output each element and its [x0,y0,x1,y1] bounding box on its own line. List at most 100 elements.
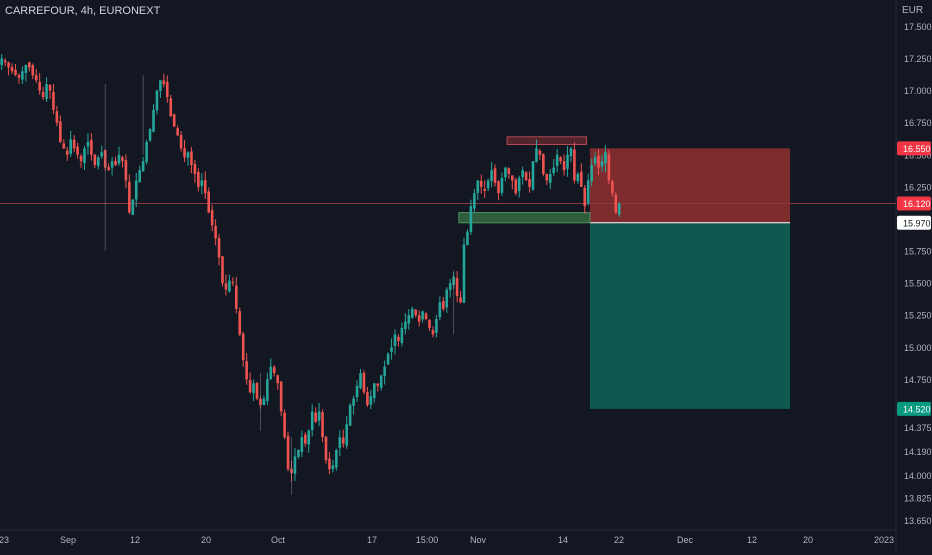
candle-body [235,285,238,309]
candle-body [473,193,476,209]
candle-body [562,161,566,171]
candle-body [335,449,338,468]
price-badge-text-current: 16.120 [903,199,931,209]
candle-body [407,315,411,324]
candle-body [262,398,266,406]
candle-body [21,71,24,80]
candles-group [0,54,621,495]
candle-body [3,60,7,63]
y-tick-label: 15.250 [904,311,932,321]
x-tick-label: 15:00 [416,535,439,545]
candle-body [421,311,424,320]
candle-body [324,436,328,461]
title-sep-2: , [93,5,100,17]
candle-body [17,75,21,78]
x-tick-label: Oct [271,535,286,545]
candle-body [241,333,245,361]
candle-body [517,177,521,191]
candle-body [252,383,255,394]
x-tick-label: 14 [558,535,568,545]
candle-body [0,58,3,65]
candle-body [410,308,414,318]
candle-body [255,382,259,399]
candle-body [490,170,493,182]
candle-body [390,347,393,352]
candle-body [400,328,404,344]
stop-loss-zone [589,148,791,223]
candle-body [110,161,114,168]
candle-body [445,289,449,308]
candle-body [555,154,559,166]
candle-body [379,375,383,388]
candle-body [169,98,173,117]
candle-body [134,180,138,200]
candle-body [138,170,141,183]
candle-body [166,81,169,98]
candle-body [476,180,480,194]
candle-body [393,334,397,347]
y-tick-label: 15.500 [904,279,932,289]
y-tick-label: 14.000 [904,471,932,481]
price-badge-text-entry: 15.970 [903,218,931,228]
currency-label: EUR [902,5,924,16]
candle-body [386,353,390,365]
candle-body [172,114,176,127]
candle-body [548,174,552,183]
candle-body [297,449,300,457]
candle-body [469,206,473,233]
support-range-box [458,212,591,224]
candle-body [114,160,117,166]
candle-body [362,373,366,393]
candle-body [338,437,342,448]
candle-body [59,121,62,142]
candle-body [245,361,248,380]
candle-body [369,396,373,405]
candle-body [48,84,52,91]
candle-body [38,82,41,91]
candle-body [414,309,417,316]
interval-label: 4h [80,5,94,17]
candle-body [590,165,593,182]
candle-body [228,280,231,292]
candle-body [117,154,121,164]
y-tick-label: 17.250 [904,54,932,64]
candle-body [493,168,497,184]
price-badge-text-target: 14.520 [903,404,931,414]
candle-body [279,381,283,412]
candle-body [238,311,242,335]
take-profit-zone [589,222,791,409]
x-tick-label: 12 [130,535,140,545]
candle-body [155,90,159,111]
candle-body [524,172,528,181]
candle-body [100,152,104,157]
candle-body [366,392,369,406]
candle-body [221,256,224,284]
x-tick-label: Sep [60,535,76,545]
candle-body [162,80,166,85]
price-badge-stop [897,141,931,156]
candle-body [231,282,235,284]
candle-body [72,139,76,149]
candle-body [580,171,583,187]
candle-body [569,148,573,157]
candle-body [224,283,228,290]
y-tick-label: 14.190 [904,447,932,457]
candle-body [128,181,131,213]
candle-body [55,111,59,123]
candle-body [397,336,400,341]
y-tick-label: 17.500 [904,22,932,32]
candle-body [176,128,179,136]
candle-body [355,385,359,398]
candle-body [76,146,79,155]
candle-body [31,65,35,76]
candle-body [531,161,535,190]
candle-body [10,67,14,72]
candle-body [183,148,186,158]
candle-body [200,180,204,186]
candle-body [348,405,352,426]
candle-body [542,154,545,175]
candle-body [455,278,459,296]
x-tick-label: 12 [747,535,757,545]
